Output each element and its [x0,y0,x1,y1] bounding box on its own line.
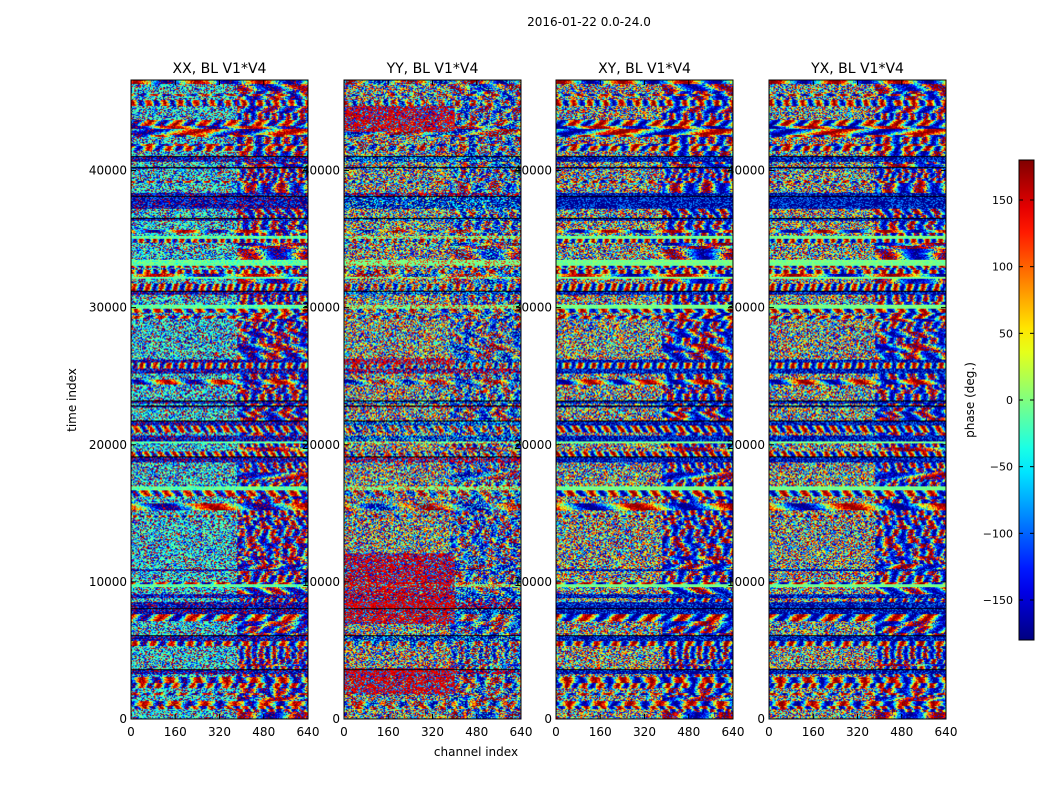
colorbar-tick-label: −100 [983,527,1013,540]
colorbar-tick-label: 0 [1006,394,1013,407]
x-tick-label: 160 [589,725,612,739]
figure-suptitle: 2016-01-22 0.0-24.0 [527,15,651,29]
panel-title-yx: YX, BL V1*V4 [810,61,904,77]
heatmap-image-xx [131,80,308,719]
panel-yx: YX, BL V1*V4 0 160 320 480 640 0 10000 20000 3000… [727,61,958,739]
y-tick-label: 10000 [727,575,765,589]
heatmap-image-yy [344,80,521,719]
panel-title-yy: YY, BL V1*V4 [386,61,479,77]
colorbar-tick-label: −150 [983,594,1013,607]
x-tick-label: 160 [377,725,400,739]
y-tick-label: 30000 [89,301,127,315]
y-tick-label: 20000 [514,438,552,452]
x-tick-label: 320 [421,725,444,739]
panel-yy: YY, BL V1*V4 0 160 320 480 640 0 10000 20000 3000… [302,61,533,739]
x-tick-label: 0 [552,725,560,739]
x-tick-label: 480 [465,725,488,739]
heatmap-image-xy [556,80,733,719]
y-tick-label: 0 [119,712,127,726]
y-axis-label: time index [65,368,79,432]
y-tick-label: 0 [332,712,340,726]
colorbar-tick-label: −50 [990,461,1013,474]
x-tick-label: 160 [164,725,187,739]
x-tick-label: 160 [802,725,825,739]
x-tick-label: 640 [722,725,745,739]
x-tick-label: 320 [846,725,869,739]
panel-title-xy: XY, BL V1*V4 [598,61,691,77]
x-tick-label: 640 [297,725,320,739]
y-tick-label: 40000 [89,164,127,178]
y-tick-label: 40000 [514,164,552,178]
panel-xx: XX, BL V1*V4 0 160 320 480 640 0 10000 20000 3000… [89,61,320,739]
y-tick-label: 40000 [727,164,765,178]
x-tick-label: 480 [252,725,275,739]
y-tick-label: 20000 [302,438,340,452]
y-tick-label: 30000 [727,301,765,315]
y-tick-label: 20000 [89,438,127,452]
y-tick-label: 30000 [514,301,552,315]
y-tick-label: 10000 [302,575,340,589]
colorbar-tick-label: 150 [992,194,1013,207]
colorbar-tick-label: 100 [992,261,1013,274]
x-tick-label: 0 [127,725,135,739]
y-tick-label: 0 [757,712,765,726]
y-tick-label: 10000 [89,575,127,589]
x-tick-label: 480 [890,725,913,739]
x-axis-label: channel index [434,745,518,759]
y-tick-label: 20000 [727,438,765,452]
colorbar-tick-label: 50 [999,327,1013,340]
x-tick-label: 0 [340,725,348,739]
heatmap-image-yx [769,80,946,719]
y-tick-label: 40000 [302,164,340,178]
x-tick-label: 640 [935,725,958,739]
x-tick-label: 320 [633,725,656,739]
y-tick-label: 10000 [514,575,552,589]
colorbar-label: phase (deg.) [963,362,977,438]
x-tick-label: 640 [510,725,533,739]
x-tick-label: 480 [677,725,700,739]
y-tick-label: 0 [544,712,552,726]
colorbar: 150 100 50 0 −50 −100 −150 [983,159,1035,641]
y-tick-label: 30000 [302,301,340,315]
panels: XX, BL V1*V4 0 160 320 480 640 0 10000 20000 3000… [89,61,958,739]
panel-xy: XY, BL V1*V4 0 160 320 480 640 0 10000 20000 3000… [514,61,745,739]
x-tick-label: 0 [765,725,773,739]
x-tick-label: 320 [208,725,231,739]
panel-title-xx: XX, BL V1*V4 [173,61,267,77]
